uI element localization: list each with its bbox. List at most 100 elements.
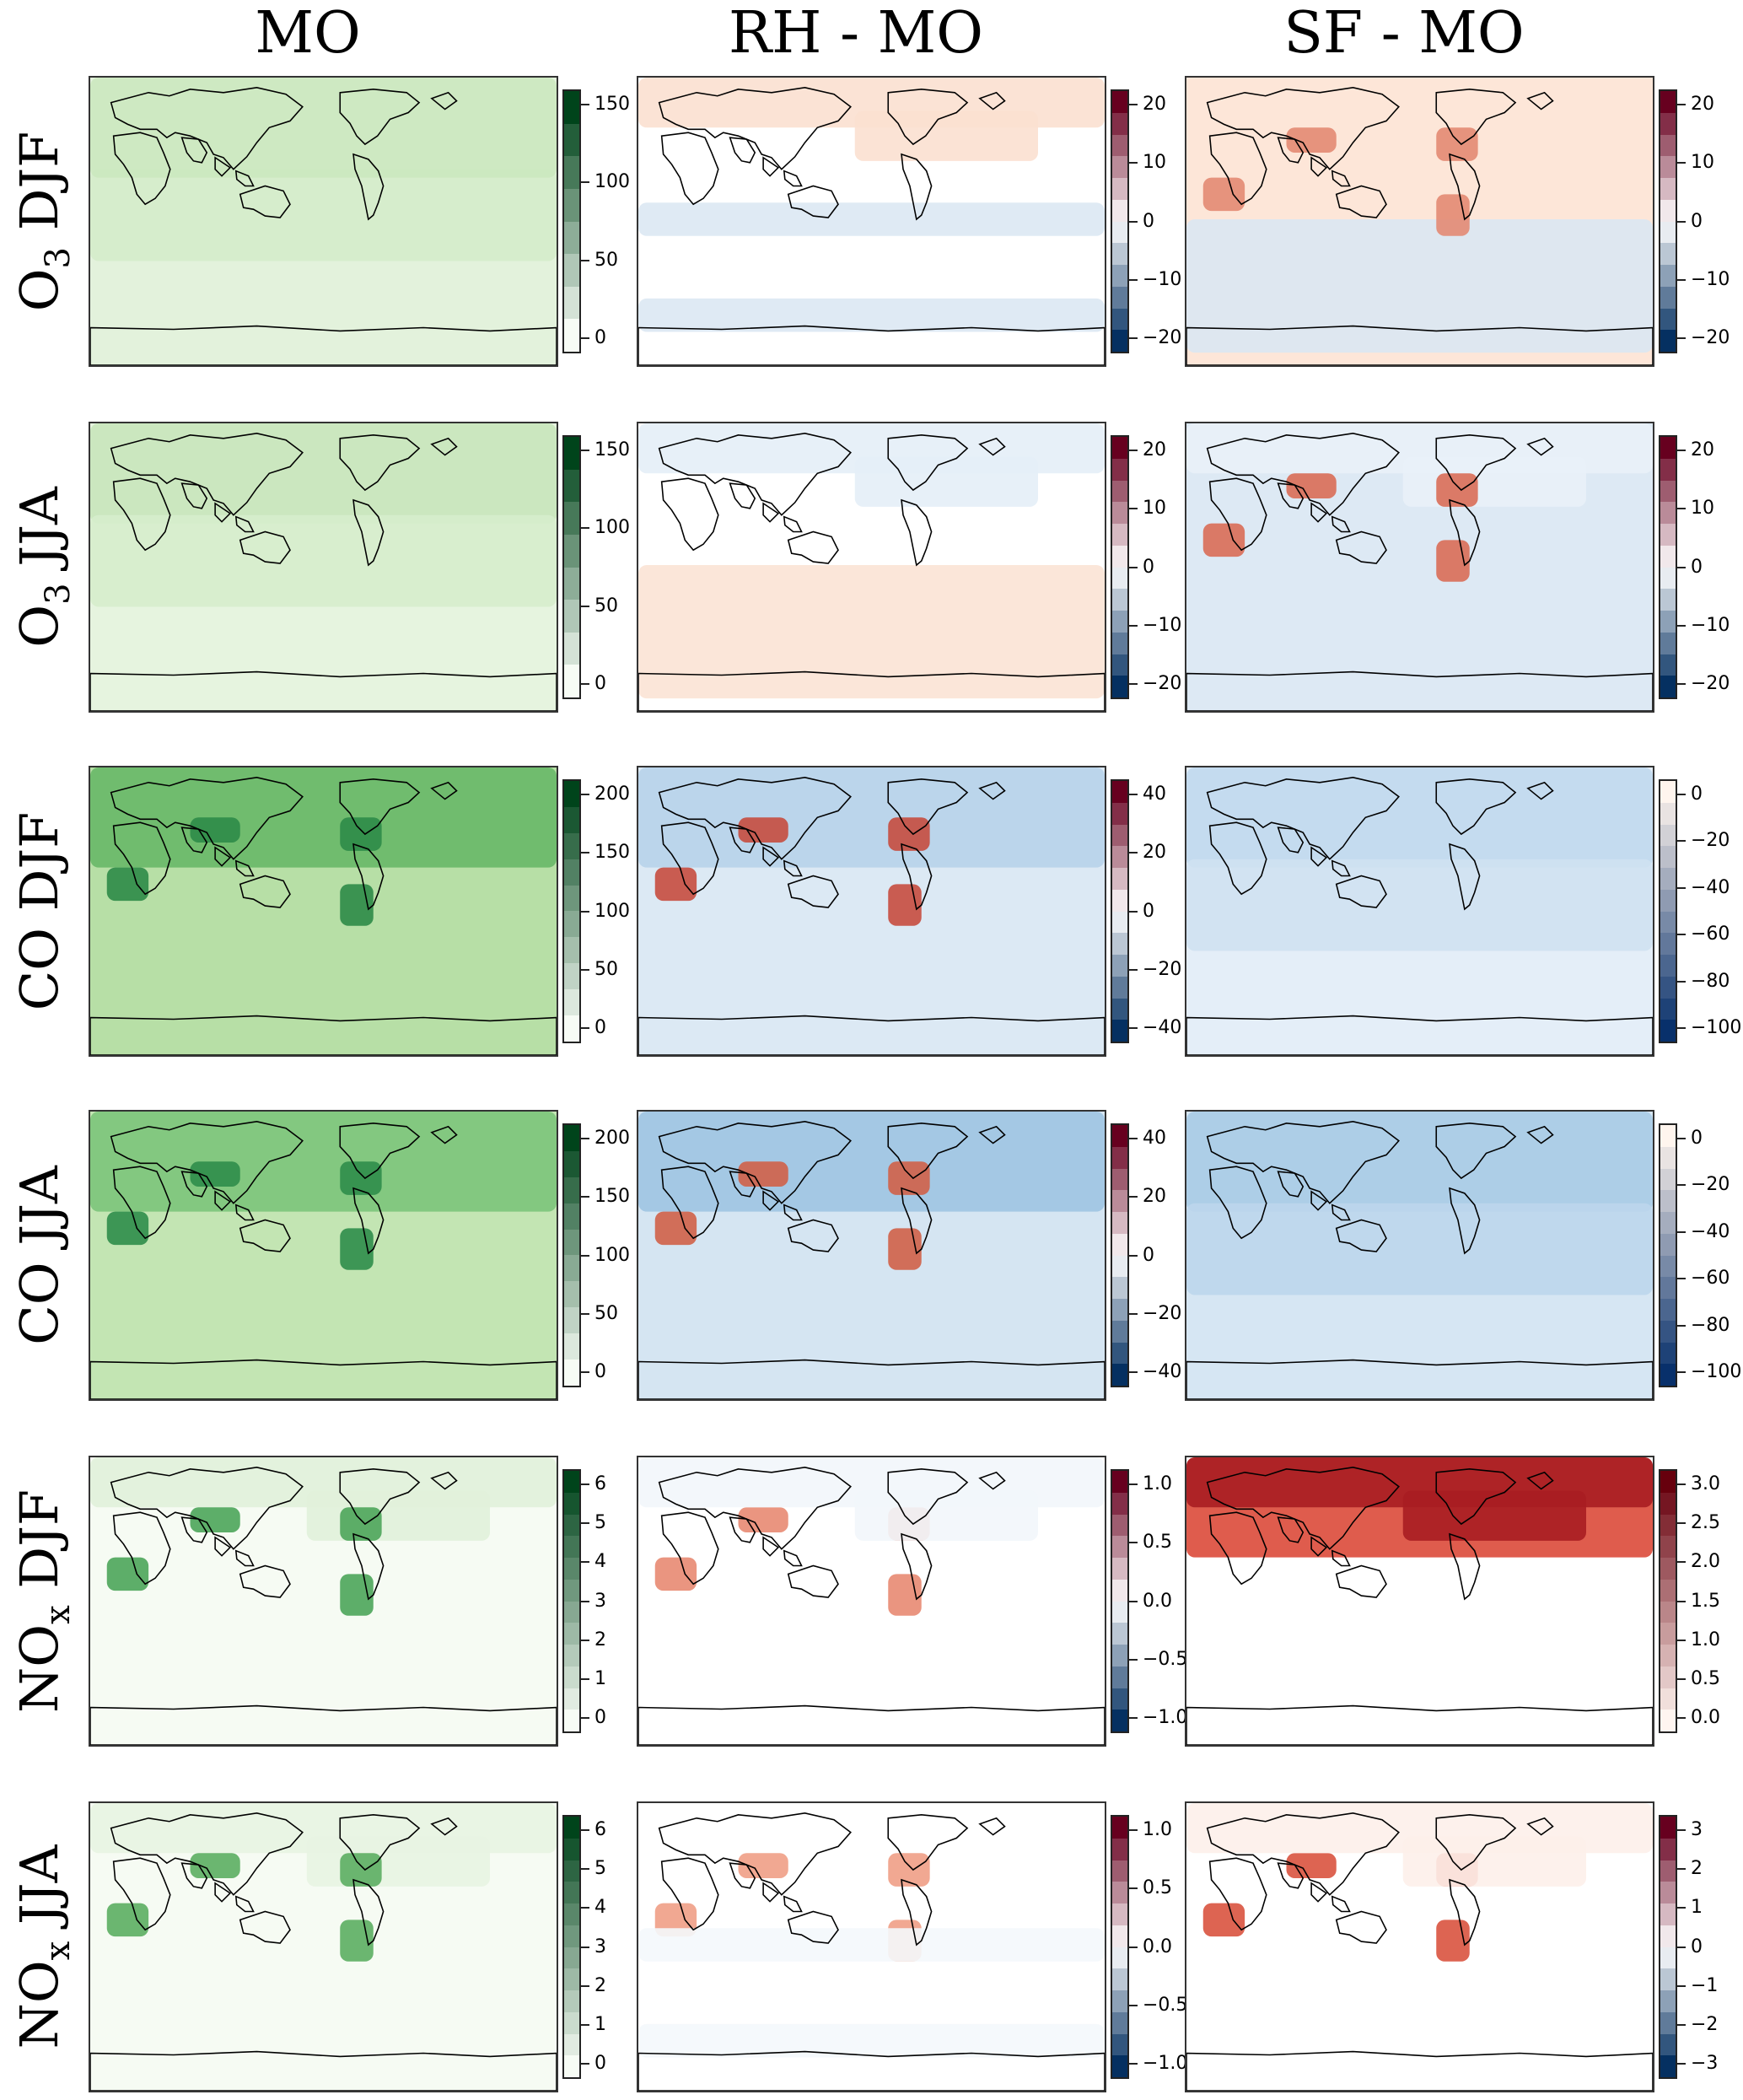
coastline — [1186, 325, 1653, 365]
colorbar-tick-label: 3 — [1691, 1819, 1703, 1840]
coastline — [1331, 170, 1351, 187]
colorbar-tick-label: 0.0 — [1143, 1936, 1172, 1957]
coastline — [729, 827, 756, 853]
colorbar-swatch — [564, 1817, 579, 1839]
coastline — [110, 433, 304, 516]
colorbar-tick-label: −100 — [1691, 1017, 1742, 1038]
colorbar-swatch — [1660, 1838, 1676, 1860]
colorbar-tick-label: 1 — [594, 1667, 606, 1689]
colorbar-swatch — [1112, 1277, 1127, 1299]
map-panel — [637, 1456, 1106, 1747]
colorbar-tick-label: −60 — [1691, 923, 1730, 945]
coastline — [887, 778, 969, 836]
map-panel — [1185, 766, 1654, 1057]
row-label-text: CO DJF — [8, 812, 70, 1011]
map-panel — [89, 76, 558, 367]
colorbar-tick-label: −10 — [1691, 614, 1730, 636]
coastline — [638, 1015, 1105, 1055]
field-region — [1436, 473, 1478, 507]
coastline — [887, 1814, 969, 1871]
colorbar-tick-label: 10 — [1691, 152, 1714, 174]
colorbar-tick-label: 150 — [594, 842, 630, 864]
colorbar-swatch — [1660, 998, 1676, 1020]
colorbar — [562, 779, 581, 1043]
coastline — [1331, 1549, 1351, 1567]
coastline — [214, 1882, 232, 1903]
coastline — [90, 1359, 557, 1399]
colorbar-swatch — [1660, 221, 1676, 244]
colorbar-swatch — [1660, 1903, 1676, 1925]
colorbar-tick-label: 100 — [594, 171, 630, 193]
row-label: O3 JJA — [0, 422, 84, 713]
colorbar-swatch — [1660, 567, 1676, 590]
colorbar-swatch — [1112, 1882, 1127, 1903]
coastline — [783, 515, 803, 533]
map-panel — [637, 766, 1106, 1057]
colorbar-swatch — [1112, 846, 1127, 868]
field-region — [654, 1211, 697, 1246]
colorbar — [1111, 435, 1129, 699]
colorbar-tick-label: 150 — [594, 94, 630, 115]
field-region — [90, 514, 557, 607]
coastline — [1449, 1878, 1481, 1947]
colorbar-tick-label: 0 — [1691, 210, 1703, 232]
field-region — [854, 456, 1038, 507]
colorbar-tick-label: 0.5 — [1143, 1532, 1172, 1553]
colorbar-swatch — [1112, 1688, 1127, 1710]
colorbar-swatch — [1660, 911, 1676, 934]
colorbar-swatch — [1112, 1212, 1127, 1234]
colorbar-swatch — [1112, 1514, 1127, 1537]
colorbar-tick-label: −20 — [1143, 327, 1182, 348]
coastline — [1310, 846, 1328, 867]
coastline — [901, 1878, 933, 1947]
field-region — [340, 1574, 374, 1616]
colorbar-swatch — [1660, 1623, 1676, 1645]
colorbar-swatch — [1660, 802, 1676, 825]
field-region — [638, 565, 1105, 699]
colorbar-swatch — [1112, 1342, 1127, 1365]
coastline — [90, 325, 557, 365]
colorbar-swatch — [1112, 654, 1127, 676]
colorbar-swatch — [564, 665, 579, 697]
coastline — [112, 1166, 171, 1240]
colorbar-swatch — [1112, 676, 1127, 697]
colorbar-tick-label: 2 — [594, 1974, 606, 1996]
colorbar-tick-label: 0 — [1143, 210, 1154, 232]
colorbar-swatch — [1112, 243, 1127, 265]
coastline — [339, 1468, 421, 1526]
colorbar-swatch — [1660, 824, 1676, 847]
colorbar-tick-label: −60 — [1691, 1268, 1730, 1290]
coastline — [180, 1516, 208, 1543]
colorbar-tick-label: 5 — [594, 1858, 606, 1880]
colorbar-swatch — [1660, 632, 1676, 654]
coastline — [638, 1359, 1105, 1399]
colorbar-swatch — [1660, 1168, 1676, 1191]
colorbar-swatch — [1660, 1601, 1676, 1623]
colorbar-tick-label: 50 — [594, 958, 618, 980]
coastline — [430, 1125, 458, 1144]
coastline — [214, 846, 232, 867]
colorbar-swatch — [1660, 437, 1676, 459]
colorbar-swatch — [1660, 2055, 1676, 2077]
coastline — [1277, 482, 1305, 509]
colorbar-swatch — [1112, 955, 1127, 977]
colorbar-tick-label: −1 — [1691, 1974, 1719, 1996]
field-region — [738, 1507, 788, 1532]
field-region — [638, 1112, 1105, 1212]
colorbar-swatch — [1112, 524, 1127, 546]
colorbar-tick-label: 20 — [1143, 94, 1166, 115]
field-region — [90, 423, 557, 524]
map-panel — [637, 422, 1106, 713]
colorbar-tick-label: 20 — [1691, 439, 1714, 460]
coastline — [1186, 1359, 1653, 1399]
colorbar-swatch — [564, 1882, 579, 1903]
coastline — [339, 1814, 421, 1871]
row-label: O3 DJF — [0, 76, 84, 367]
colorbar-swatch — [1660, 1020, 1676, 1042]
colorbar — [562, 1123, 581, 1387]
coastline — [1186, 1015, 1653, 1055]
field-region — [1186, 1112, 1653, 1212]
coastline — [1331, 515, 1351, 533]
colorbar-swatch — [1660, 1860, 1676, 1882]
colorbar — [1659, 1123, 1677, 1387]
